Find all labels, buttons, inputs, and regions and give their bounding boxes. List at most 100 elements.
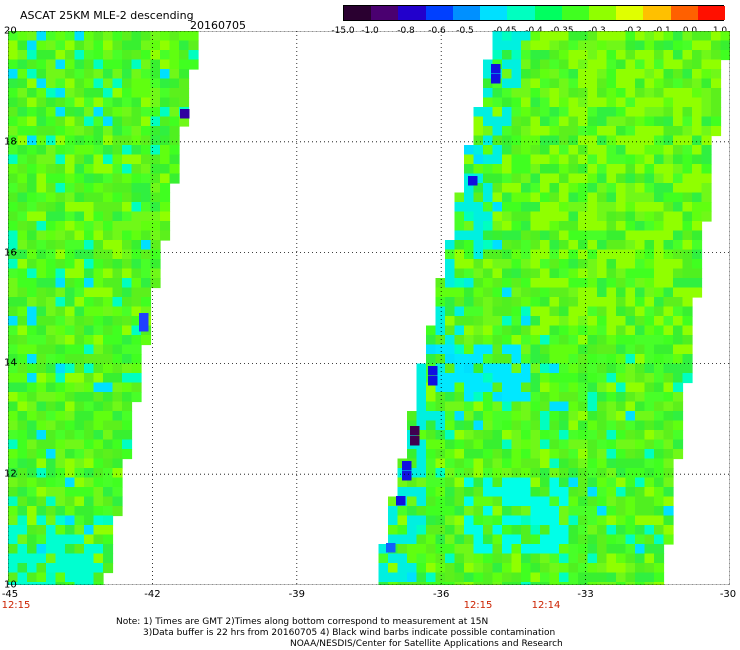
wind-cell <box>559 50 570 61</box>
wind-cell <box>8 325 19 336</box>
wind-cell <box>84 97 95 108</box>
wind-cell <box>616 173 627 184</box>
wind-cell <box>483 202 494 213</box>
wind-cell <box>540 553 551 564</box>
wind-cell <box>540 544 551 555</box>
wind-cell <box>540 401 551 412</box>
wind-cell <box>578 572 589 583</box>
wind-cell <box>160 116 171 127</box>
wind-cell <box>530 78 541 89</box>
wind-cell <box>17 221 28 232</box>
wind-cell <box>578 249 589 260</box>
wind-cell <box>616 69 627 80</box>
wind-cell <box>540 382 551 393</box>
wind-cell <box>407 487 418 498</box>
wind-cell <box>46 525 57 536</box>
wind-cell <box>435 430 446 441</box>
wind-cell <box>483 287 494 298</box>
wind-cell <box>150 221 161 232</box>
wind-cell <box>663 297 674 308</box>
wind-cell <box>530 69 541 80</box>
wind-cell <box>188 31 199 42</box>
wind-cell <box>597 278 608 289</box>
wind-cell <box>46 306 57 317</box>
wind-cell <box>530 572 541 583</box>
wind-cell <box>587 506 598 517</box>
wind-cell <box>483 392 494 403</box>
wind-cell <box>27 116 38 127</box>
wind-cell <box>673 59 684 70</box>
wind-cell <box>635 249 646 260</box>
wind-cell <box>74 344 85 355</box>
wind-cell <box>131 59 142 70</box>
wind-cell <box>131 192 142 203</box>
wind-cell <box>65 487 76 498</box>
wind-cell <box>625 240 636 251</box>
colorbar-segment <box>425 6 454 20</box>
wind-cell <box>568 354 579 365</box>
wind-cell <box>597 344 608 355</box>
wind-cell <box>17 325 28 336</box>
wind-cell <box>426 411 437 422</box>
wind-cell <box>112 78 123 89</box>
wind-cell <box>692 69 703 80</box>
wind-cell <box>502 582 513 585</box>
wind-cell <box>530 183 541 194</box>
colorbar-segment <box>697 6 726 20</box>
wind-cell <box>8 458 19 469</box>
wind-cell <box>483 335 494 346</box>
wind-cell <box>540 78 551 89</box>
wind-cell <box>112 411 123 422</box>
wind-cell <box>84 240 95 251</box>
wind-cell <box>435 468 446 479</box>
wind-cell <box>625 259 636 270</box>
wind-cell <box>587 40 598 51</box>
wind-cell <box>616 268 627 279</box>
wind-cell <box>17 477 28 488</box>
wind-cell <box>502 316 513 327</box>
wind-cell <box>663 59 674 70</box>
wind-cell <box>473 316 484 327</box>
wind-cell <box>559 487 570 498</box>
wind-cell <box>46 401 57 412</box>
wind-cell <box>492 477 503 488</box>
wind-cell <box>483 582 494 585</box>
wind-cell <box>464 468 475 479</box>
wind-cell <box>84 420 95 431</box>
wind-cell <box>492 287 503 298</box>
wind-cell <box>46 135 57 146</box>
wind-cell <box>160 230 171 241</box>
wind-cell <box>36 297 47 308</box>
wind-cell <box>625 563 636 574</box>
wind-cell <box>530 354 541 365</box>
wind-cell <box>483 325 494 336</box>
wind-cell <box>93 458 104 469</box>
wind-cell <box>616 249 627 260</box>
wind-cell <box>578 268 589 279</box>
wind-cell <box>454 211 465 222</box>
wind-cell <box>606 107 617 118</box>
wind-cell <box>46 278 57 289</box>
wind-cell <box>74 544 85 555</box>
wind-cell <box>416 411 427 422</box>
wind-cell <box>502 164 513 175</box>
wind-cell <box>530 97 541 108</box>
wind-cell <box>511 534 522 545</box>
wind-cell <box>150 173 161 184</box>
wind-cell <box>17 116 28 127</box>
wind-cell <box>616 487 627 498</box>
wind-cell <box>540 297 551 308</box>
wind-cell <box>141 268 152 279</box>
wind-cell <box>84 525 95 536</box>
wind-cell <box>454 392 465 403</box>
wind-cell <box>587 135 598 146</box>
wind-cell <box>625 40 636 51</box>
wind-cell <box>654 278 665 289</box>
wind-cell <box>663 363 674 374</box>
wind-cell <box>112 506 123 517</box>
wind-cell <box>27 325 38 336</box>
wind-cell <box>103 553 114 564</box>
wind-cell <box>644 173 655 184</box>
wind-cell <box>568 344 579 355</box>
wind-cell <box>682 192 693 203</box>
